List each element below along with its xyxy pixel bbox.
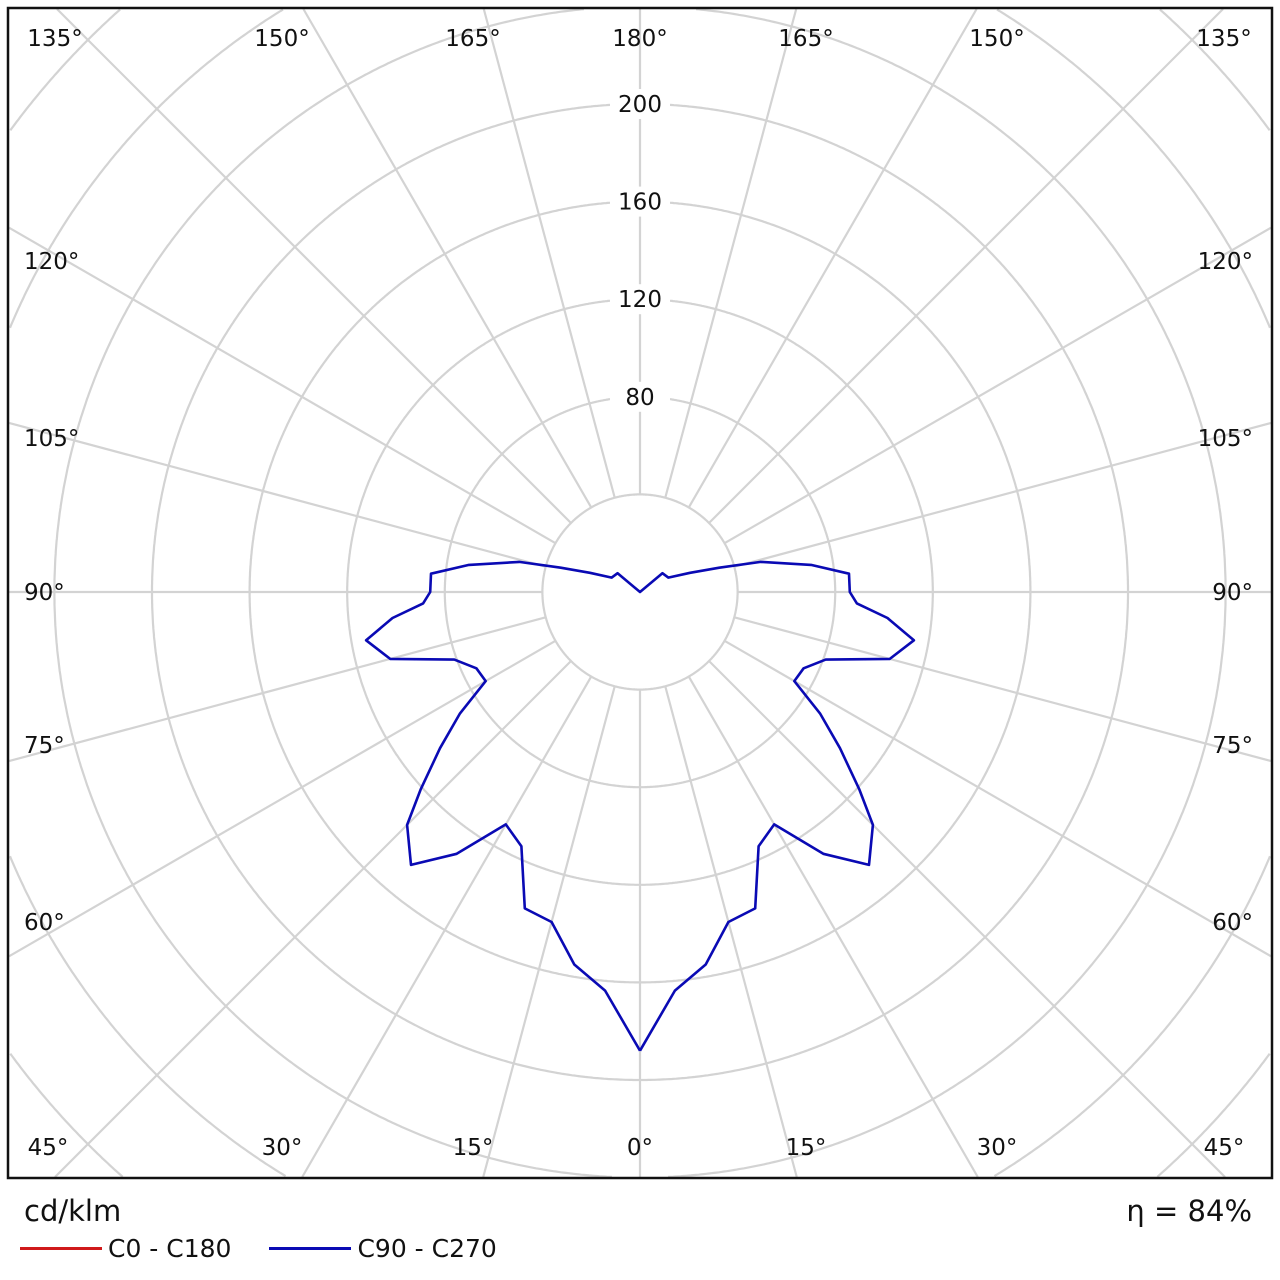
angle-label: 105° [24, 426, 79, 452]
angle-label: 45° [28, 1135, 69, 1161]
legend-label: C0 - C180 [108, 1234, 232, 1263]
grid-ring [8, 855, 287, 1178]
grid-ring [53, 8, 612, 1178]
labels: 80 120 160 200 135° 150° 165° 180° 165° 150° 135° 4… [24, 26, 1253, 1161]
grid-ray [482, 685, 616, 1178]
tick-label-bg [610, 186, 670, 217]
grid-ray [664, 685, 798, 1178]
grid-ring [996, 8, 1272, 329]
grid-ray [708, 660, 1226, 1178]
angle-label: 75° [24, 733, 65, 759]
radial-tick-label: 200 [618, 92, 662, 118]
grid-ray [723, 226, 1272, 545]
angle-label: 165° [445, 26, 500, 52]
curves [364, 560, 916, 1052]
angle-label: 120° [24, 249, 79, 275]
grid-ray [8, 226, 557, 545]
angle-label: 60° [24, 910, 65, 936]
angle-label: 135° [27, 26, 82, 52]
grid-ray [301, 675, 593, 1178]
angle-label: 15° [786, 1135, 827, 1161]
grid-ray [54, 660, 572, 1178]
grid-ray [687, 8, 978, 509]
angle-label: 15° [453, 1135, 494, 1161]
grid-ray [733, 616, 1272, 763]
grid-ring [9, 1053, 124, 1178]
angle-label: 90° [1212, 580, 1253, 606]
grid [8, 8, 1272, 1178]
angle-label: 60° [1212, 910, 1253, 936]
tick-label-bg [610, 89, 670, 119]
plot-frame [6, 6, 1274, 1180]
angle-label: 0° [627, 1135, 653, 1161]
grid-ray [708, 8, 1224, 524]
angle-label: 165° [778, 26, 833, 52]
grid-ring [993, 855, 1272, 1178]
angle-label: 150° [969, 26, 1024, 52]
tick-label-bg [610, 284, 670, 315]
legend-swatch-red [20, 1247, 102, 1250]
grid-ray [302, 8, 593, 509]
grid-ring [541, 493, 739, 691]
angle-label: 150° [254, 26, 309, 52]
grid-ray [8, 421, 547, 568]
grid-ring [1156, 1053, 1271, 1178]
grid-ring [668, 8, 1227, 1178]
angle-label: 75° [1212, 733, 1253, 759]
grid-ray [664, 8, 798, 499]
angle-label: 105° [1198, 426, 1253, 452]
angle-label: 90° [24, 580, 65, 606]
radial-tick-label: 80 [625, 385, 654, 411]
grid-ray [733, 421, 1272, 568]
angle-label: 180° [612, 26, 667, 52]
unit-label: cd/klm [24, 1194, 122, 1228]
grid-ring [1159, 8, 1271, 131]
legend-label: C90 - C270 [357, 1234, 497, 1263]
grid-ray [482, 8, 616, 499]
grid-ray [687, 675, 979, 1178]
radial-tick-label: 160 [618, 190, 662, 216]
legend-item-c0-c180: C0 - C180 [20, 1234, 231, 1263]
angle-label: 30° [977, 1135, 1018, 1161]
grid-ring [9, 8, 121, 131]
grid-ray [8, 616, 547, 763]
angle-label: 30° [262, 1135, 303, 1161]
tick-label-bg [610, 381, 670, 412]
legend-swatch-blue [269, 1247, 352, 1250]
grid-ray [8, 639, 557, 958]
grid-ray [723, 639, 1272, 958]
efficiency-label: η = 84% [1126, 1194, 1252, 1228]
angle-label: 135° [1196, 26, 1251, 52]
angle-label: 45° [1204, 1135, 1245, 1161]
legend: C0 - C180 C90 - C270 [20, 1234, 535, 1263]
legend-item-c90-c270: C90 - C270 [269, 1234, 497, 1263]
grid-ray [56, 8, 572, 524]
radial-tick-label: 120 [618, 287, 662, 313]
angle-label: 120° [1198, 249, 1253, 275]
grid-ring [8, 8, 284, 329]
